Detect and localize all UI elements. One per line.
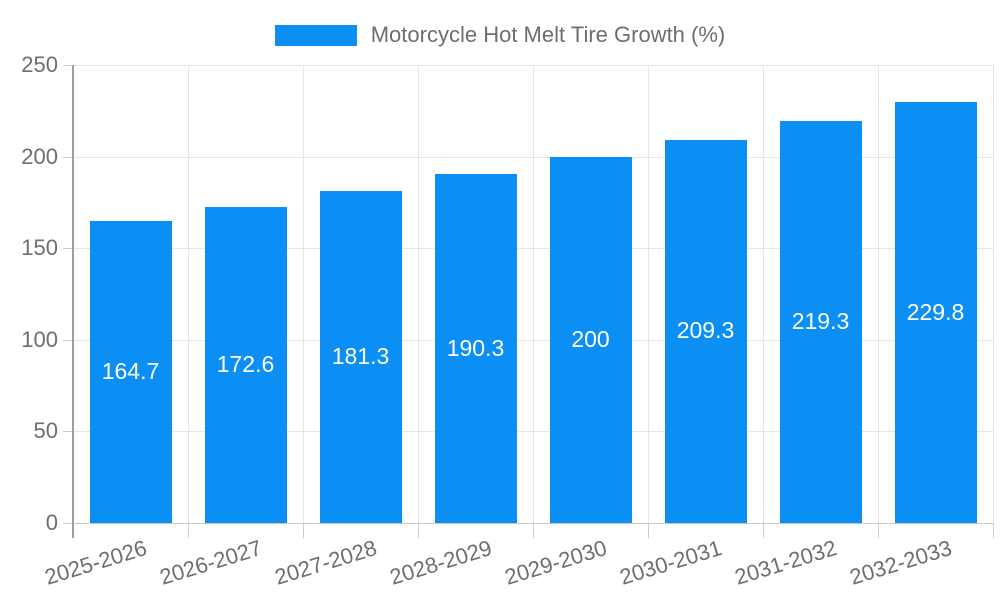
x-gridline — [533, 65, 534, 523]
y-axis-tick — [63, 65, 73, 66]
y-axis-tick — [63, 156, 73, 158]
bar-value-label: 181.3 — [331, 342, 390, 369]
x-gridline — [303, 65, 304, 523]
y-axis-line — [72, 65, 74, 538]
y-axis-tick-label: 200 — [21, 143, 58, 169]
bar-2025-2026[interactable] — [89, 221, 172, 523]
bar-2030-2031[interactable] — [664, 139, 747, 523]
chart-legend[interactable]: Motorcycle Hot Melt Tire Growth (%) — [0, 22, 1000, 48]
bar-2029-2030[interactable] — [549, 156, 632, 523]
y-axis-tick — [63, 523, 73, 524]
y-axis-tick-label: 250 — [21, 52, 58, 77]
y-axis-tick-label: 150 — [21, 235, 58, 261]
x-axis-tick — [648, 523, 649, 538]
bar-value-label: 200 — [571, 325, 610, 352]
bar-2031-2032[interactable] — [779, 121, 862, 523]
y-axis-tick-label: 100 — [21, 326, 58, 352]
y-axis-tick — [63, 339, 73, 341]
y-axis-tick-label: 50 — [33, 418, 58, 444]
x-axis-tick — [418, 523, 419, 538]
x-gridline — [763, 65, 764, 523]
bar-value-label: 219.3 — [791, 308, 850, 335]
legend-swatch — [274, 24, 357, 46]
x-axis-tick — [188, 523, 189, 538]
x-gridline — [648, 65, 649, 523]
bar-value-label: 209.3 — [676, 317, 735, 344]
x-axis-tick — [303, 523, 304, 538]
bar-2028-2029[interactable] — [434, 174, 517, 523]
bar-value-label: 190.3 — [446, 334, 505, 361]
x-gridline — [188, 65, 189, 523]
x-gridline — [993, 65, 994, 523]
legend-label: Motorcycle Hot Melt Tire Growth (%) — [370, 22, 726, 47]
bar-value-label: 164.7 — [101, 358, 160, 385]
bar-2027-2028[interactable] — [319, 190, 402, 523]
y-axis-tick-label: 0 — [45, 510, 58, 535]
x-gridline — [418, 65, 419, 523]
bar-value-label: 172.6 — [216, 350, 275, 377]
bar-2032-2033[interactable] — [894, 102, 977, 523]
bar-2026-2027[interactable] — [204, 206, 287, 523]
x-axis-tick — [763, 523, 764, 538]
x-axis-tick — [533, 523, 534, 538]
y-axis-tick — [63, 431, 73, 433]
x-axis-tick — [993, 523, 994, 538]
x-axis-tick — [878, 523, 879, 538]
bar-value-label: 229.8 — [906, 298, 965, 325]
x-gridline — [878, 65, 879, 523]
y-axis-tick — [63, 248, 73, 250]
